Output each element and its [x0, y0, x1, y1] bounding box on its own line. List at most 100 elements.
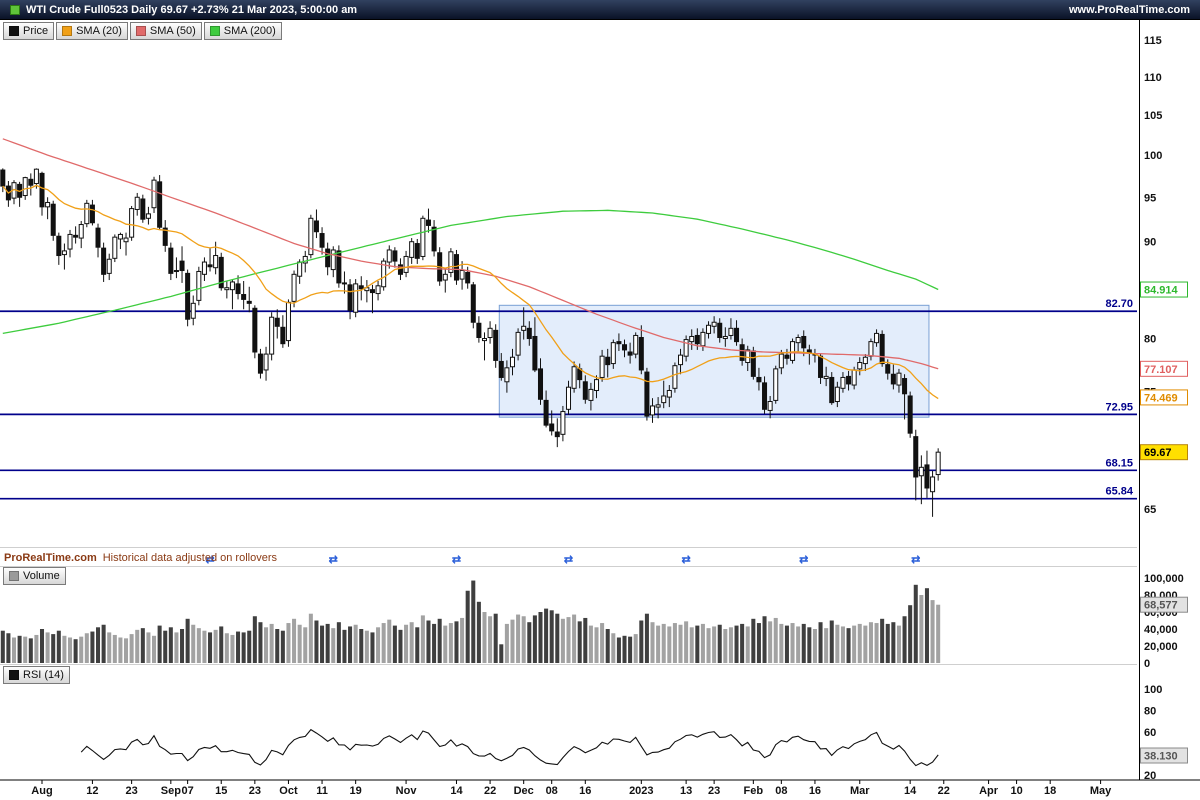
rollover-icon[interactable]: ⇄: [911, 554, 920, 566]
volume-bar: [45, 632, 50, 663]
volume-bar: [936, 604, 941, 663]
candle-body: [672, 365, 678, 389]
rollover-icon[interactable]: ⇄: [799, 554, 808, 566]
candle-body: [302, 255, 308, 264]
volume-bar: [762, 616, 767, 663]
volume-bar: [885, 623, 890, 663]
candle-body: [123, 237, 129, 243]
volume-swatch-icon: [9, 571, 19, 581]
candle-body: [168, 247, 174, 274]
legend-swatch-icon: [62, 26, 73, 36]
candle-body: [403, 255, 409, 273]
volume-axis[interactable]: [1140, 570, 1200, 665]
volume-bar: [824, 628, 829, 663]
legend-chip-sma-20-[interactable]: SMA (20): [56, 22, 128, 40]
instrument-icon: [10, 4, 20, 15]
candle-body: [638, 337, 644, 371]
volume-legend-chip[interactable]: Volume: [3, 567, 66, 585]
rollover-icon[interactable]: ⇄: [205, 554, 214, 566]
volume-bar: [460, 617, 465, 663]
volume-bar: [84, 633, 89, 663]
volume-bar: [577, 621, 582, 663]
rsi-axis[interactable]: [1140, 685, 1200, 777]
title-bar: WTI Crude Full0523 Daily 69.67 +2.73% 21…: [0, 0, 1200, 20]
candle-body: [543, 399, 549, 426]
volume-bar: [219, 626, 224, 663]
legend-chip-price[interactable]: Price: [3, 22, 55, 40]
candle-body: [84, 202, 90, 225]
candle-body: [644, 371, 650, 417]
rollover-icon[interactable]: ⇄: [682, 554, 691, 566]
volume-bar: [560, 618, 565, 663]
volume-bar: [364, 630, 369, 663]
time-axis-label: 23: [249, 785, 261, 797]
sma20-line[interactable]: [2, 184, 939, 400]
price-tag: [1140, 444, 1188, 461]
candle-body: [767, 401, 773, 411]
volume-bar: [415, 627, 420, 663]
candle-body: [694, 334, 700, 345]
price-tag-label: 77.107: [1144, 364, 1178, 376]
candle-body: [700, 331, 706, 347]
candle-body: [106, 258, 112, 274]
volume-bar: [101, 624, 106, 663]
sma200-line[interactable]: [2, 209, 939, 335]
price-axis-label: 105: [1144, 110, 1162, 122]
time-axis-label: 10: [1010, 785, 1022, 797]
volume-bar: [728, 627, 733, 663]
volume-bar: [622, 635, 627, 663]
candle-body: [918, 466, 924, 477]
volume-bar: [208, 632, 213, 663]
candle-body: [285, 301, 291, 342]
candle-body: [252, 307, 258, 353]
candle-body: [907, 395, 913, 434]
volume-bar: [56, 630, 61, 663]
volume-bar: [392, 625, 397, 663]
volume-bar: [180, 629, 185, 663]
price-axis[interactable]: [1140, 38, 1200, 546]
time-axis-label: 14: [904, 785, 917, 797]
candle-body: [67, 233, 73, 250]
volume-bar: [230, 634, 235, 663]
candle-body: [0, 169, 6, 187]
candle-body: [588, 388, 594, 401]
prorealtime-url: www.ProRealTime.com: [1068, 3, 1190, 16]
candle-body: [157, 181, 163, 228]
volume-bar: [387, 619, 392, 663]
volume-bar: [286, 623, 291, 663]
volume-bar: [672, 623, 677, 663]
candle-body: [173, 270, 179, 273]
volume-bar: [734, 625, 739, 663]
volume-bar: [661, 623, 666, 663]
rsi-legend-chip[interactable]: RSI (14): [3, 666, 70, 684]
volume-bar: [532, 615, 537, 663]
time-axis[interactable]: [0, 781, 1200, 800]
rollover-icon[interactable]: ⇄: [329, 554, 338, 566]
volume-bar: [342, 629, 347, 663]
candle-body: [896, 372, 902, 386]
volume-bar: [157, 625, 162, 663]
candle-body: [661, 395, 667, 404]
rsi-legend-label: RSI (14): [23, 669, 64, 681]
legend-chip-sma-50-[interactable]: SMA (50): [129, 22, 202, 40]
volume-bar: [432, 623, 437, 663]
volume-bar: [325, 623, 330, 663]
time-axis-label: Feb: [744, 785, 764, 797]
volume-bar: [258, 622, 263, 663]
legend-swatch-icon: [135, 26, 146, 36]
volume-bar: [348, 626, 353, 663]
rollover-icon[interactable]: ⇄: [452, 554, 461, 566]
volume-bar: [572, 614, 577, 663]
volume-bar: [62, 635, 67, 663]
rsi-line[interactable]: [80, 728, 939, 767]
time-axis-label: May: [1090, 785, 1112, 797]
volume-bar: [129, 634, 134, 663]
rsi-axis-label: 60: [1144, 727, 1156, 739]
rollover-icon[interactable]: ⇄: [564, 554, 573, 566]
candle-body: [470, 284, 476, 323]
legend-chip-sma-200-[interactable]: SMA (200): [203, 22, 282, 40]
volume-bar: [437, 618, 442, 663]
time-axis-label: 23: [125, 785, 137, 797]
candle-body: [565, 386, 572, 410]
